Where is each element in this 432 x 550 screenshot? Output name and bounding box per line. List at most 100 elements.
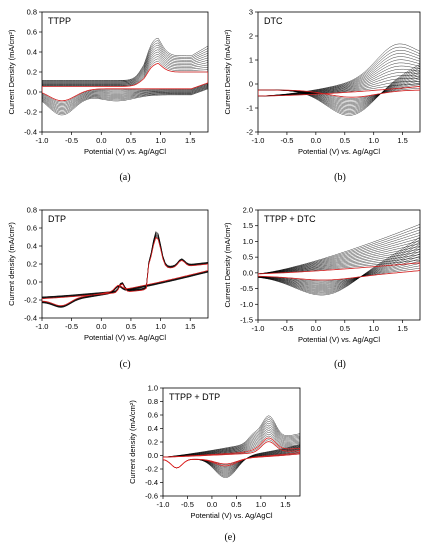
- x-tick-label: 1.0: [155, 136, 165, 145]
- y-tick-label: -2: [246, 128, 253, 137]
- cv-curves: [42, 231, 208, 308]
- cv-cycle: [258, 43, 420, 116]
- x-tick-label: 0.0: [311, 324, 321, 333]
- cv-cycle: [42, 58, 208, 104]
- cv-cycle: [42, 56, 208, 105]
- x-tick-label: 1.0: [368, 324, 378, 333]
- cv-cycle: [258, 248, 420, 286]
- y-tick-label: 1.0: [243, 237, 253, 246]
- y-axis-label: Current Density (mA/cm²): [223, 29, 232, 115]
- panel-caption: (b): [334, 172, 346, 183]
- cv-cycle-red: [258, 262, 420, 281]
- x-axis-label: Potential (V) vs. Ag/AgCl: [84, 333, 166, 342]
- x-tick-label: -1.0: [252, 136, 265, 145]
- cv-cycle: [258, 243, 420, 288]
- cv-cycle: [258, 257, 420, 283]
- y-tick-label: -0.6: [145, 492, 158, 501]
- cv-cycle: [258, 259, 420, 282]
- cv-cycle: [42, 49, 208, 109]
- x-tick-label: 0.0: [207, 500, 217, 509]
- cv-curves: [42, 37, 208, 116]
- y-axis-label: Current density (mA/cm²): [128, 400, 137, 484]
- y-tick-label: 0.6: [27, 28, 37, 37]
- cv-cycle: [258, 46, 420, 115]
- cv-cycle: [163, 415, 300, 478]
- panel-title: DTP: [48, 214, 66, 224]
- x-tick-label: -0.5: [65, 136, 78, 145]
- x-tick-label: 0.0: [96, 136, 106, 145]
- x-tick-label: 0.5: [340, 136, 350, 145]
- cv-cycle: [258, 254, 420, 284]
- panel-caption: (d): [334, 359, 346, 370]
- cv-cycle: [42, 44, 208, 112]
- cv-cycle: [258, 50, 420, 114]
- y-tick-label: 0.0: [148, 451, 158, 460]
- y-tick-label: 2.0: [243, 206, 253, 215]
- y-tick-label: 0.8: [148, 397, 158, 406]
- x-tick-label: -1.0: [36, 136, 49, 145]
- x-axis-label: Potential (V) vs. Ag/AgCl: [84, 147, 166, 156]
- cv-cycle: [42, 40, 208, 114]
- cv-cycle: [258, 226, 420, 295]
- x-tick-label: 1.5: [397, 324, 407, 333]
- cv-curves: [163, 415, 300, 478]
- plot-frame: [162, 387, 301, 497]
- cv-cycle: [42, 60, 208, 103]
- cv-cycle: [42, 37, 208, 116]
- panel-a: -1.0 -0.5 0.0 0.5 1.0 1.5 -0.4 -0.2 0.0 0.2 0.4 0.6…: [7, 8, 209, 183]
- cv-cycle-red: [258, 85, 420, 98]
- cv-cycle: [258, 232, 420, 293]
- cv-cycle: [258, 68, 420, 106]
- y-tick-label: -0.2: [24, 296, 37, 305]
- x-tick-label: -0.5: [280, 136, 293, 145]
- y-tick-label: 2: [249, 32, 253, 41]
- cv-cycle: [258, 224, 420, 296]
- y-axis-label: Current Density (mA/cm²): [7, 29, 16, 115]
- x-tick-label: -0.5: [181, 500, 194, 509]
- cv-cycle: [42, 51, 208, 108]
- cv-curves: [258, 43, 420, 116]
- y-tick-label: -1: [246, 104, 253, 113]
- x-tick-label: -1.0: [252, 324, 265, 333]
- y-tick-label: -0.4: [145, 478, 158, 487]
- y-tick-label: 0.2: [27, 260, 37, 269]
- y-axis-label: Current density (mA/cm²): [7, 222, 16, 306]
- x-tick-label: 0.0: [96, 322, 106, 331]
- cv-cycle: [258, 246, 420, 287]
- x-tick-label: 1.5: [185, 322, 195, 331]
- cv-cycle: [42, 233, 208, 308]
- cv-cycle-red: [163, 437, 300, 469]
- y-tick-label: 0.8: [27, 8, 37, 17]
- x-tick-label: 0.5: [231, 500, 241, 509]
- x-tick-label: -1.0: [36, 322, 49, 331]
- y-tick-label: 0.4: [27, 48, 37, 57]
- y-tick-label: 3: [249, 8, 253, 17]
- cv-cycle: [258, 53, 420, 112]
- cv-cycle-red: [163, 441, 300, 469]
- y-tick-label: 0.2: [27, 68, 37, 77]
- cv-curves: [258, 224, 420, 296]
- x-tick-label: -1.0: [157, 500, 170, 509]
- y-tick-label: -0.5: [240, 284, 253, 293]
- y-tick-label: -0.4: [24, 314, 37, 323]
- y-tick-label: 0.8: [27, 206, 37, 215]
- panel-caption: (c): [119, 359, 130, 370]
- panel-title: DTC: [264, 16, 283, 26]
- y-tick-label: 0.0: [27, 278, 37, 287]
- panel-c: -1.0 -0.5 0.0 0.5 1.0 1.5 -0.4 -0.2 0.0 0.2 0.4 0.6…: [7, 206, 209, 370]
- y-axis-label: Current Density (mA/cm²): [223, 222, 232, 308]
- panel-e: -1.0 -0.5 0.0 0.5 1.0 1.5 -0.6 -0.4 -0.2 0.0 0.2 0.…: [128, 384, 301, 543]
- x-tick-label: 1.0: [256, 500, 266, 509]
- cv-cycle: [258, 72, 420, 104]
- y-tick-label: -0.2: [145, 465, 158, 474]
- x-tick-label: 0.5: [126, 136, 136, 145]
- x-tick-label: 1.5: [397, 136, 407, 145]
- x-tick-label: 0.5: [126, 322, 136, 331]
- panel-d: -1.0 -0.5 0.0 0.5 1.0 1.5-1.5-1.0-0.50.00.51.…: [223, 206, 421, 370]
- panel-title: TTPP + DTP: [169, 392, 220, 402]
- panel-caption: (a): [119, 172, 130, 183]
- x-tick-label: -0.5: [65, 322, 78, 331]
- cv-cycle: [42, 53, 208, 107]
- panel-title: TTPP: [48, 16, 71, 26]
